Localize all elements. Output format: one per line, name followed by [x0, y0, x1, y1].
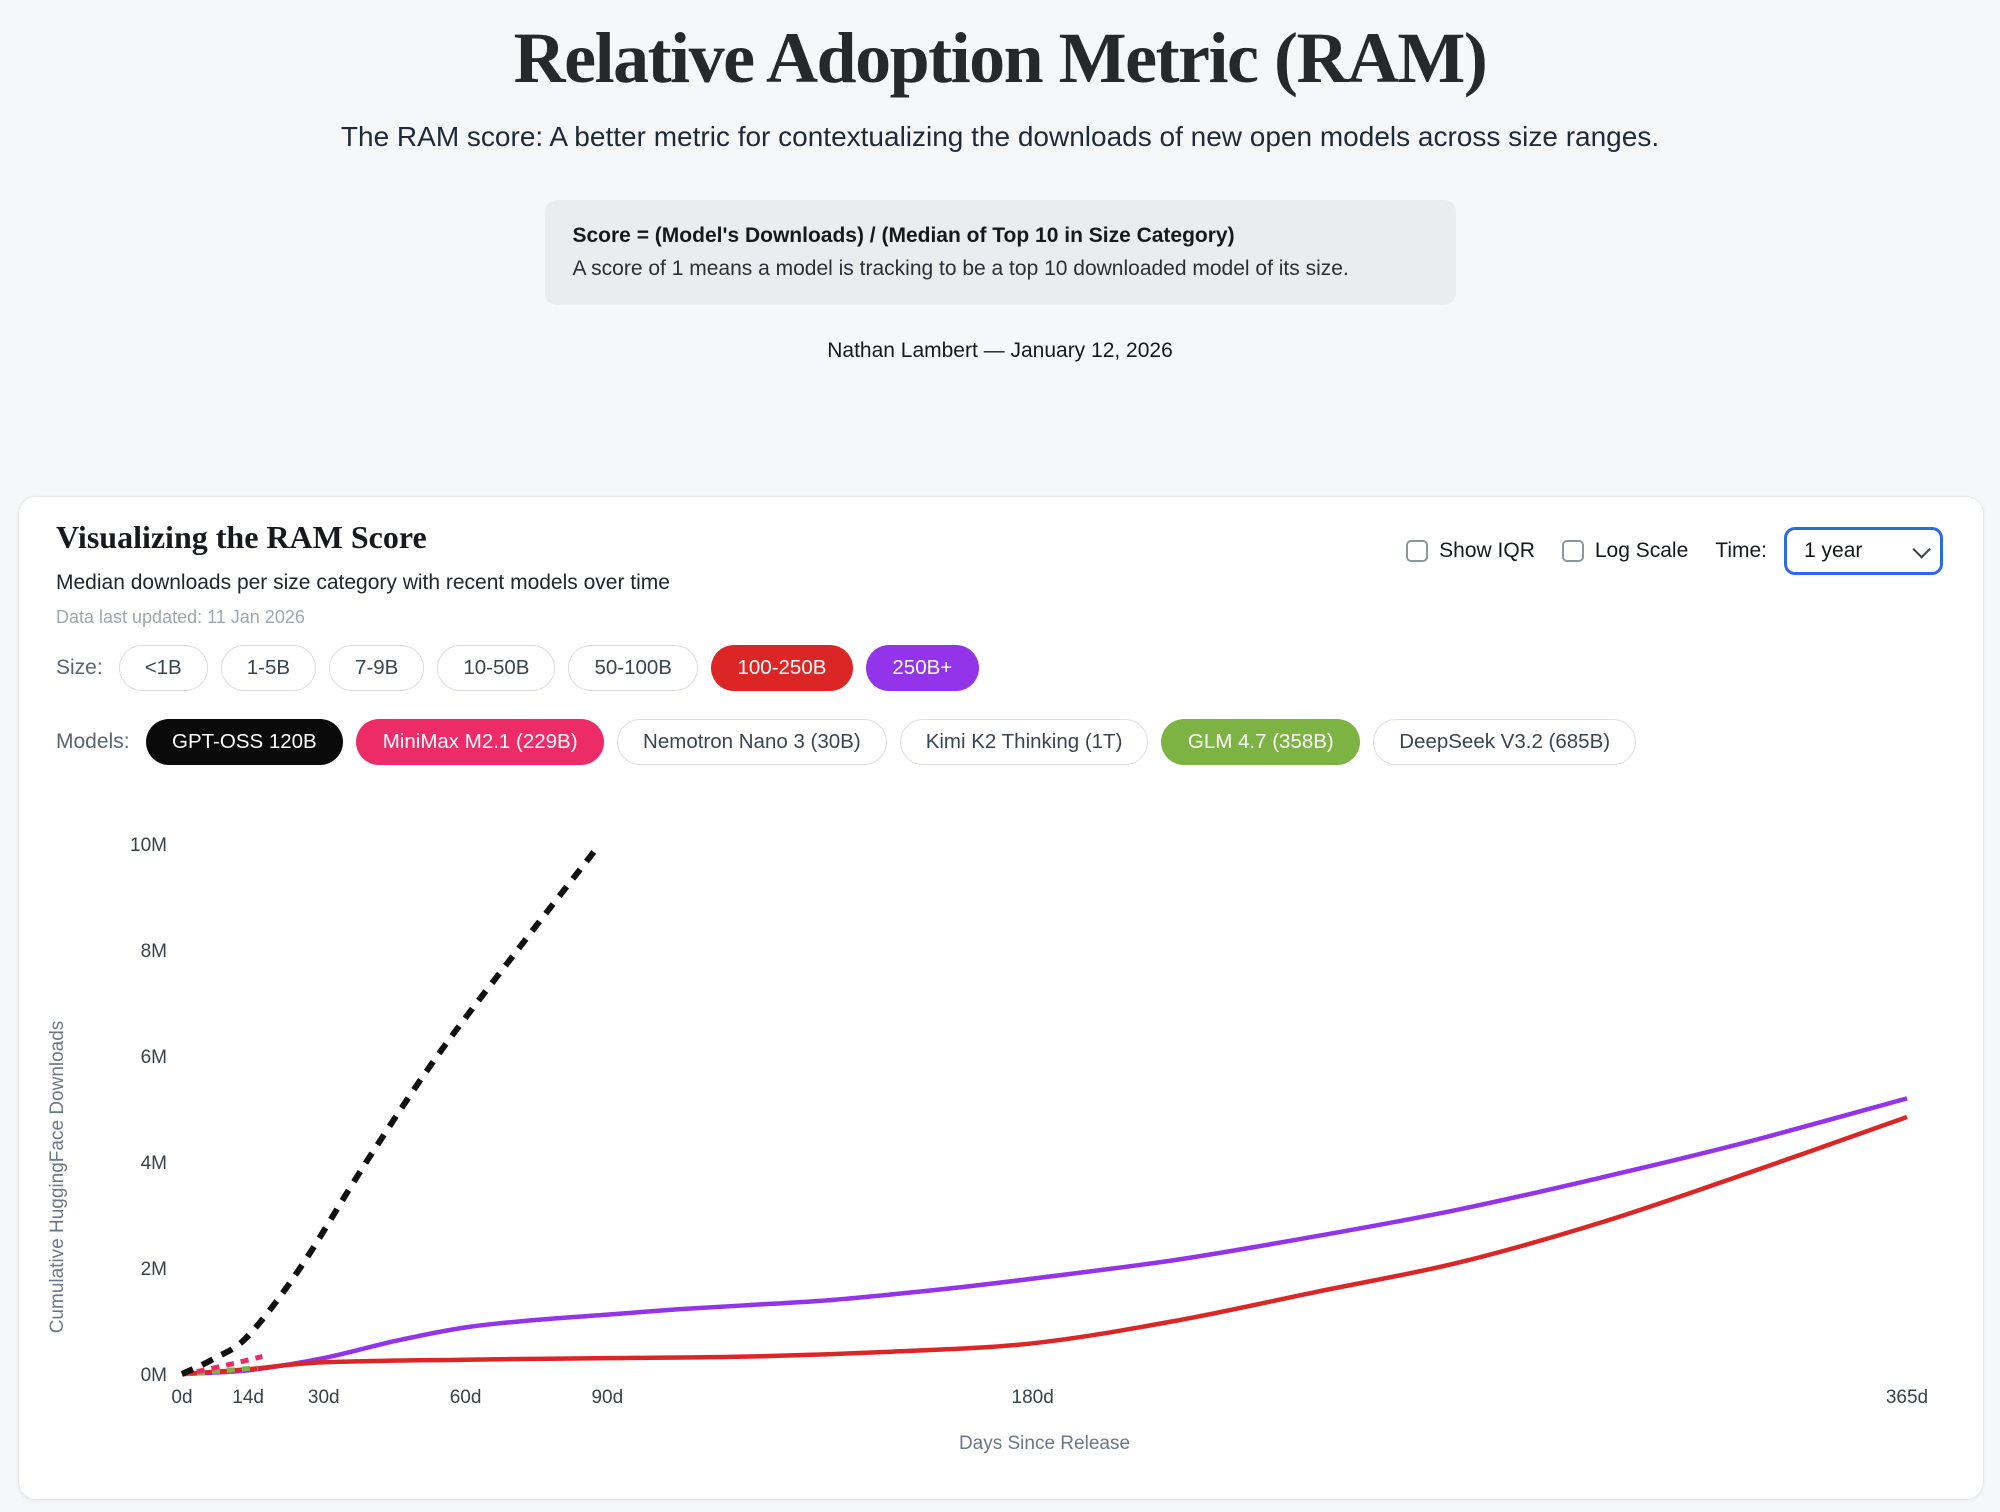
size-pill-250b[interactable]: 250B+ [865, 645, 979, 691]
chart-text: 0M [141, 1365, 167, 1386]
formula-explanation: A score of 1 means a model is tracking t… [572, 257, 1349, 281]
chart-text: Days Since Release [959, 1433, 1130, 1454]
size-row-label: Size: [56, 656, 103, 679]
model-pill-deepseek-v3-2-685b[interactable]: DeepSeek V3.2 (685B) [1373, 719, 1637, 765]
models-row-label: Models: [56, 730, 130, 753]
size-filter-row: Size: <1B 1-5B 7-9B 10-50B 50-100B 100-250B 25… [56, 645, 979, 691]
chart-controls: Show IQR Log Scale Time: 1 year [1406, 527, 1943, 575]
size-pill-1b[interactable]: <1B [118, 645, 208, 691]
chart-text: 0d [171, 1387, 192, 1408]
model-filter-row: Models: GPT-OSS 120B MiniMax M2.1 (229B) N… [56, 719, 1637, 765]
size-pills: <1B 1-5B 7-9B 10-50B 50-100B 100-250B 250B+ [118, 645, 979, 691]
model-pill-kimi-k2-thinking-1t[interactable]: Kimi K2 Thinking (1T) [899, 719, 1149, 765]
chart-text: 30d [308, 1387, 340, 1408]
size-pill-10-50b[interactable]: 10-50B [437, 645, 556, 691]
chart-text: 4M [141, 1153, 167, 1174]
chart-text: 180d [1012, 1387, 1054, 1408]
chart-text: 2M [141, 1259, 167, 1280]
size-pill-100-250b[interactable]: 100-250B [710, 645, 853, 691]
model-pill-glm-4-7-358b[interactable]: GLM 4.7 (358B) [1161, 719, 1361, 765]
series-line-100-250b-median [181, 1114, 1908, 1377]
series-line-minimax-m2-1-229b [181, 1354, 263, 1377]
time-select-value: 1 year [1804, 539, 1863, 562]
chart-text: 10M [130, 835, 167, 856]
log-scale-checkbox[interactable] [1561, 540, 1584, 562]
chart-text: 60d [450, 1387, 482, 1408]
byline: Nathan Lambert — January 12, 2026 [827, 339, 1173, 363]
series-line-glm-4-7-358b [181, 1365, 258, 1377]
show-iqr-label: Show IQR [1439, 539, 1535, 562]
chart-text: 6M [141, 1047, 167, 1068]
formula-definition: Score = (Model's Downloads) / (Median of… [572, 224, 1235, 248]
formula-box: Score = (Model's Downloads) / (Median of… [544, 200, 1456, 306]
time-select[interactable]: 1 year [1784, 527, 1943, 575]
show-iqr-checkbox[interactable] [1406, 540, 1429, 562]
show-iqr-control[interactable]: Show IQR [1406, 539, 1535, 563]
data-updated-note: Data last updated: 11 Jan 2026 [56, 607, 305, 627]
log-scale-label: Log Scale [1594, 539, 1689, 562]
page-title: Relative Adoption Metric (RAM) [513, 18, 1488, 98]
card-subtitle: Median downloads per size category with … [56, 571, 670, 594]
chart-text: Cumulative HuggingFace Downloads [47, 1021, 68, 1334]
size-pill-50-100b[interactable]: 50-100B [568, 645, 698, 691]
chart-text: 90d [591, 1387, 623, 1408]
chart-text: 14d [232, 1387, 264, 1408]
card-title: Visualizing the RAM Score [56, 519, 427, 555]
time-label: Time: [1715, 539, 1767, 562]
model-pill-nemotron-nano-3-30b[interactable]: Nemotron Nano 3 (30B) [617, 719, 887, 765]
ram-chart: 0M 2M 4M 6M 8M 10M 0d 14d 30d 60d 90d 180d 365d Days … [19, 797, 1983, 1492]
series-line-250b-median [181, 1096, 1908, 1377]
chart-text: 365d [1886, 1387, 1928, 1408]
log-scale-control[interactable]: Log Scale [1561, 539, 1689, 563]
model-pills: GPT-OSS 120B MiniMax M2.1 (229B) Nemotron … [145, 719, 1637, 765]
model-pill-minimax-m2-1-229b[interactable]: MiniMax M2.1 (229B) [356, 719, 605, 765]
size-pill-1-5b[interactable]: 1-5B [220, 645, 317, 691]
chart-card: Visualizing the RAM Score Median downloa… [18, 496, 1984, 1500]
page-header: Relative Adoption Metric (RAM) The RAM s… [0, 18, 2000, 363]
page-subtitle: The RAM score: A better metric for conte… [340, 120, 1660, 152]
model-pill-gpt-oss-120b[interactable]: GPT-OSS 120B [145, 719, 344, 765]
series-line-gpt-oss-120b [180, 844, 601, 1377]
size-pill-7-9b[interactable]: 7-9B [329, 645, 425, 691]
chart-text: 8M [141, 941, 167, 962]
chevron-down-icon [1912, 539, 1931, 559]
ram-chart-svg: 0M 2M 4M 6M 8M 10M 0d 14d 30d 60d 90d 180d 365d Days … [47, 835, 1928, 1454]
